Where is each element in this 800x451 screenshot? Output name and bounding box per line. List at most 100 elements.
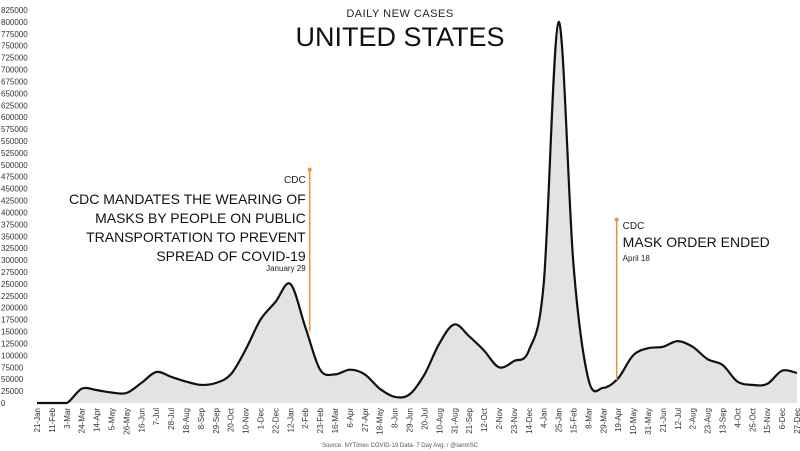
y-tick-label: 650000 <box>1 89 28 98</box>
y-tick-label: 300000 <box>1 256 28 265</box>
y-tick-label: 100000 <box>1 351 28 360</box>
x-tick-label: 1-Dec <box>257 408 266 429</box>
x-tick-label: 15-Nov <box>763 408 772 434</box>
y-tick-label: 775000 <box>1 30 28 39</box>
x-tick-label: 10-Aug <box>435 408 444 434</box>
y-tick-label: 625000 <box>1 101 28 110</box>
chart-title: UNITED STATES <box>295 22 504 52</box>
annotation-label: CDC <box>284 175 306 186</box>
source-note: Source: NYTimes COVID-19 Data- 7 Day Avg… <box>322 443 478 449</box>
x-tick-label: 10-Nov <box>242 408 251 434</box>
y-tick-label: 175000 <box>1 316 28 325</box>
x-tick-label: 21-Jan <box>33 408 42 432</box>
y-tick-label: 0 <box>1 399 6 408</box>
x-tick-label: 7-Jul <box>152 408 161 426</box>
x-tick-label: 14-Apr <box>93 408 102 432</box>
annotation-text: MASKS BY PEOPLE ON PUBLIC <box>95 210 306 226</box>
x-tick-label: 15-Feb <box>569 407 578 433</box>
x-tick-label: 27-Dec <box>793 408 800 434</box>
y-tick-label: 700000 <box>1 66 28 75</box>
y-tick-label: 225000 <box>1 292 28 301</box>
x-tick-label: 23-Nov <box>510 408 519 434</box>
x-tick-label: 25-Jan <box>555 408 564 432</box>
x-tick-label: 4-Jan <box>540 408 549 428</box>
y-tick-label: 250000 <box>1 280 28 289</box>
x-tick-label: 31-May <box>644 408 653 435</box>
y-tick-label: 475000 <box>1 173 28 182</box>
x-tick-label: 4-Oct <box>733 407 742 427</box>
x-tick-label: 25-Oct <box>748 407 757 432</box>
y-tick-label: 325000 <box>1 244 28 253</box>
y-tick-label: 275000 <box>1 268 28 277</box>
x-tick-label: 2-Nov <box>495 408 504 429</box>
y-tick-label: 375000 <box>1 220 28 229</box>
y-tick-label: 525000 <box>1 149 28 158</box>
chart-subtitle: DAILY NEW CASES <box>346 8 453 20</box>
x-tick-label: 5-May <box>108 408 117 430</box>
annotation-label: CDC <box>623 221 645 232</box>
x-tick-label: 31-Aug <box>450 408 459 434</box>
annotation-dot <box>614 217 619 222</box>
x-tick-label: 10-May <box>629 408 638 435</box>
x-axis-ticks: 21-Jan 11-Feb 3-Mar 24-Mar 14-Apr 5-May 26-May… <box>33 407 800 434</box>
x-tick-label: 12-Oct <box>480 407 489 432</box>
x-tick-label: 8-Jun <box>391 408 400 428</box>
x-tick-label: 24-Mar <box>78 408 87 434</box>
annotation-text: SPREAD OF COVID-19 <box>156 248 306 264</box>
annotation-dot <box>307 167 312 172</box>
y-tick-label: 550000 <box>1 137 28 146</box>
x-tick-label: 23-Aug <box>704 408 713 434</box>
annotation-text: TRANSPORTATION TO PREVENT <box>86 229 306 245</box>
annotation-date: April 18 <box>623 254 651 263</box>
x-tick-label: 8-Sep <box>197 407 206 429</box>
x-tick-label: 2-Feb <box>301 407 310 428</box>
annotation-date: January 29 <box>266 264 306 273</box>
x-tick-label: 11-Feb <box>48 407 57 432</box>
x-tick-label: 21-Sep <box>465 407 474 433</box>
y-tick-label: 675000 <box>1 77 28 86</box>
x-tick-label: 27-Apr <box>361 408 370 432</box>
annotations: CDC CDC MANDATES THE WEARING OF MASKS BY P… <box>69 167 770 381</box>
x-tick-label: 28-Jul <box>167 408 176 430</box>
x-tick-label: 14-Dec <box>525 408 534 434</box>
x-tick-label: 26-May <box>122 408 131 435</box>
x-tick-label: 29-Mar <box>599 408 608 434</box>
y-tick-label: 500000 <box>1 161 28 170</box>
x-tick-label: 21-Jun <box>659 408 668 432</box>
cases-line <box>37 20 798 405</box>
y-tick-label: 50000 <box>1 375 24 384</box>
y-tick-label: 600000 <box>1 113 28 122</box>
x-tick-label: 13-Sep <box>718 407 727 433</box>
x-tick-label: 18-Aug <box>182 408 191 434</box>
y-tick-label: 825000 <box>1 6 28 15</box>
y-tick-label: 150000 <box>1 328 28 337</box>
x-tick-label: 12-Jul <box>674 408 683 430</box>
x-tick-label: 6-Apr <box>346 408 355 428</box>
x-tick-label: 8-Mar <box>584 408 593 429</box>
y-tick-label: 575000 <box>1 125 28 134</box>
y-tick-label: 800000 <box>1 18 28 27</box>
y-tick-label: 200000 <box>1 304 28 313</box>
x-tick-label: 2-Aug <box>689 408 698 429</box>
x-tick-label: 3-Mar <box>63 408 72 429</box>
x-tick-label: 23-Feb <box>316 407 325 433</box>
y-tick-label: 25000 <box>1 387 24 396</box>
y-axis-ticks: 0 25000 50000 75000 100000 125000 150000 175000… <box>1 6 28 408</box>
annotation-text: CDC MANDATES THE WEARING OF <box>69 191 306 207</box>
x-tick-label: 20-Jul <box>420 408 429 430</box>
y-tick-label: 400000 <box>1 208 28 217</box>
annotation-text: MASK ORDER ENDED <box>623 234 770 250</box>
y-tick-label: 75000 <box>1 363 24 372</box>
x-tick-label: 19-Apr <box>614 408 623 432</box>
x-tick-label: 12-Jan <box>286 408 295 432</box>
x-tick-label: 18-May <box>376 408 385 435</box>
x-tick-label: 20-Oct <box>227 407 236 432</box>
x-tick-label: 16-Mar <box>331 408 340 434</box>
x-tick-label: 16-Jun <box>137 408 146 432</box>
y-tick-label: 350000 <box>1 232 28 241</box>
x-tick-label: 29-Sep <box>212 407 221 433</box>
y-tick-label: 725000 <box>1 54 28 63</box>
x-tick-label: 6-Dec <box>778 408 787 429</box>
y-tick-label: 450000 <box>1 185 28 194</box>
